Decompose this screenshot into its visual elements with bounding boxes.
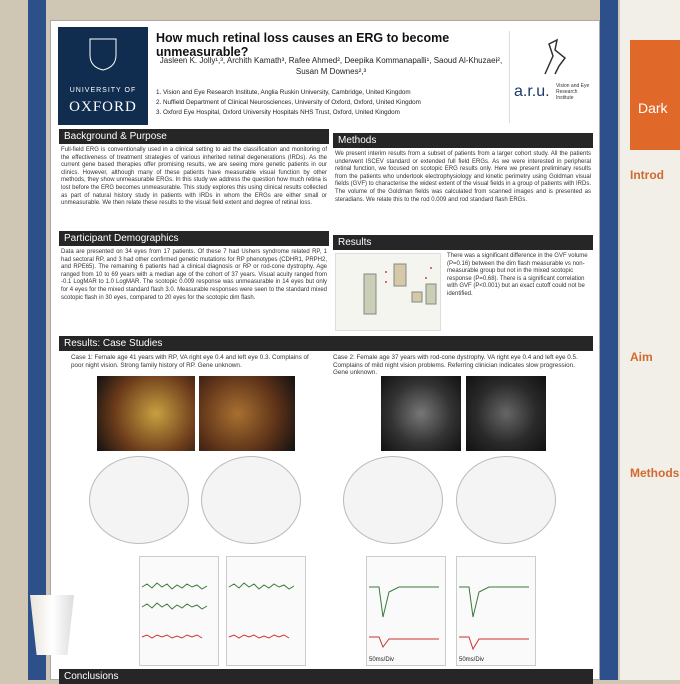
visual-field xyxy=(343,456,443,544)
authors: Jasleen K. Jolly¹,³, Archith Kamath³, Ra… xyxy=(159,56,503,76)
board-left xyxy=(28,0,46,680)
erg-drawing xyxy=(141,582,208,639)
section-heading: Participant Demographics xyxy=(59,231,329,246)
boxplot-drawing xyxy=(363,263,437,315)
erg-drawing xyxy=(459,586,529,651)
section-heading: Results xyxy=(333,235,593,250)
erg-scale: 50ms/Div xyxy=(459,657,485,663)
aru-text: a.r.u. xyxy=(514,83,550,100)
section-text: Full-field ERG is conventionally used in… xyxy=(61,147,327,207)
erg-trace xyxy=(139,556,219,666)
university-line2: OXFORD xyxy=(69,99,137,115)
affiliation: 2. Nuffield Department of Clinical Neuro… xyxy=(156,99,421,106)
fundus-autofluorescence xyxy=(381,376,461,451)
section-text: Data are presented on 34 eyes from 17 pa… xyxy=(61,249,327,301)
paper-cup xyxy=(30,595,74,655)
neighbour-header: Dark xyxy=(630,40,680,150)
fundus-autofluorescence xyxy=(466,376,546,451)
fundus-photo xyxy=(97,376,195,451)
case-text: Case 1: Female age 41 years with RP, VA … xyxy=(71,354,309,369)
title: How much retinal loss causes an ERG to b… xyxy=(156,31,450,59)
aru-logo: a.r.u. Vision and Eye Research Institute xyxy=(509,31,595,123)
neighbour-heading: Introd xyxy=(630,168,664,182)
erg-drawing xyxy=(228,582,295,639)
erg-trace xyxy=(226,556,306,666)
crest xyxy=(89,38,117,71)
case-text: Case 2: Female age 37 years with rod-con… xyxy=(333,354,578,377)
erg-drawing xyxy=(369,586,439,649)
heron xyxy=(544,38,567,75)
fundus-photo xyxy=(199,376,295,451)
neighbour-heading: Aim xyxy=(630,350,653,364)
affiliation: 1. Vision and Eye Research Institute, An… xyxy=(156,89,411,96)
neighbour-poster: Dark Introd Aim Methods xyxy=(620,0,680,680)
visual-field xyxy=(201,456,301,544)
neighbour-title: Dark xyxy=(638,100,668,116)
oxford-logo: UNIVERSITY OF OXFORD xyxy=(58,27,148,125)
section-heading: Conclusions xyxy=(59,669,593,684)
affiliation: 3. Oxford Eye Hospital, Oxford Universit… xyxy=(156,109,400,116)
erg-scale: 50ms/Div xyxy=(369,657,395,663)
visual-field xyxy=(89,456,189,544)
neighbour-heading: Methods xyxy=(630,466,680,480)
poster: UNIVERSITY OF OXFORD How much retinal lo… xyxy=(50,20,600,684)
university-line1: UNIVERSITY OF xyxy=(69,87,137,94)
boxplot-figure xyxy=(335,253,441,331)
aru-subtext: Vision and Eye Research Institute xyxy=(556,83,590,101)
board-right xyxy=(600,0,618,680)
erg-trace xyxy=(366,556,446,666)
erg-trace xyxy=(456,556,536,666)
section-text: There was a significant difference in th… xyxy=(447,253,588,297)
section-text: We present interim results from a subset… xyxy=(335,151,591,203)
section-heading: Results: Case Studies xyxy=(59,336,593,351)
section-heading: Methods xyxy=(333,133,593,148)
section-heading: Background & Purpose xyxy=(59,129,329,144)
visual-field xyxy=(456,456,556,544)
